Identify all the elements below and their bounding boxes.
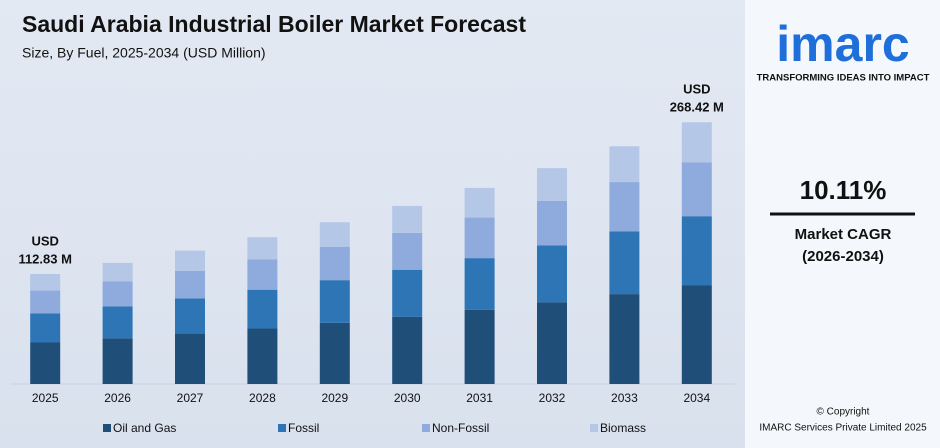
bar-segment (175, 333, 205, 384)
total-label: 112.83 M (18, 251, 72, 266)
x-tick-label: 2034 (683, 391, 710, 405)
bar-segment (464, 309, 495, 384)
legend-label: Non-Fossil (432, 421, 489, 435)
bar-segment (392, 316, 423, 384)
legend-label: Fossil (288, 421, 319, 435)
bar-segment (609, 146, 640, 183)
bar-segment (681, 285, 712, 384)
bar-segment (537, 168, 567, 201)
bar-segment (392, 269, 423, 317)
bar-segment (464, 187, 495, 218)
bar-segment (102, 281, 133, 307)
total-label: USD (683, 82, 710, 97)
cagr-period: (2026-2034) (802, 248, 884, 265)
bar-segment (175, 270, 205, 299)
bar-segment (175, 250, 205, 271)
bar-segment (609, 182, 640, 232)
x-tick-label: 2027 (177, 391, 204, 405)
bar-segment (681, 122, 712, 163)
legend-swatch (103, 424, 111, 432)
legend-swatch (590, 424, 598, 432)
x-tick-label: 2029 (321, 391, 348, 405)
bar-segment (392, 205, 423, 233)
side-panel (745, 0, 940, 448)
bar-segment (30, 273, 61, 291)
bar-segment (537, 302, 567, 384)
x-tick-label: 2032 (539, 391, 566, 405)
legend-swatch (278, 424, 286, 432)
bar-segment (30, 342, 61, 384)
bar-segment (102, 262, 133, 282)
bar-segment (319, 280, 350, 323)
bar-segment (681, 162, 712, 217)
total-label: USD (31, 233, 58, 248)
chart-title: Saudi Arabia Industrial Boiler Market Fo… (22, 11, 526, 37)
bar-segment (537, 200, 567, 246)
cagr-label: Market CAGR (795, 226, 892, 243)
total-label: 268.42 M (670, 100, 724, 115)
bar-segment (609, 231, 640, 295)
cagr-value: 10.11% (800, 175, 887, 205)
legend-label: Oil and Gas (113, 421, 176, 435)
x-tick-label: 2025 (32, 391, 59, 405)
bar-segment (464, 217, 495, 259)
bar-segment (319, 322, 350, 384)
bar-segment (247, 289, 278, 329)
company: IMARC Services Private Limited 2025 (759, 423, 927, 434)
x-tick-label: 2033 (611, 391, 638, 405)
legend-swatch (422, 424, 430, 432)
x-tick-label: 2028 (249, 391, 276, 405)
bar-segment (464, 258, 495, 310)
bar-segment (247, 237, 278, 260)
bar-segment (609, 294, 640, 384)
legend-label: Biomass (600, 421, 646, 435)
bar-segment (681, 216, 712, 286)
logo: imarc (776, 16, 909, 72)
bar-segment (319, 222, 350, 247)
chart-subtitle: Size, By Fuel, 2025-2034 (USD Million) (22, 45, 266, 61)
copyright: © Copyright (817, 407, 870, 418)
bar-segment (175, 298, 205, 334)
bar-segment (102, 338, 133, 384)
bar-segment (30, 313, 61, 343)
bar-segment (30, 290, 61, 314)
bar-segment (537, 245, 567, 303)
bar-segment (247, 328, 278, 384)
bar-segment (247, 259, 278, 290)
tagline: TRANSFORMING IDEAS INTO IMPACT (757, 73, 930, 84)
x-tick-label: 2026 (104, 391, 131, 405)
bar-segment (392, 232, 423, 270)
x-tick-label: 2030 (394, 391, 421, 405)
bar-segment (102, 306, 133, 339)
bar-segment (319, 246, 350, 281)
x-tick-label: 2031 (466, 391, 493, 405)
